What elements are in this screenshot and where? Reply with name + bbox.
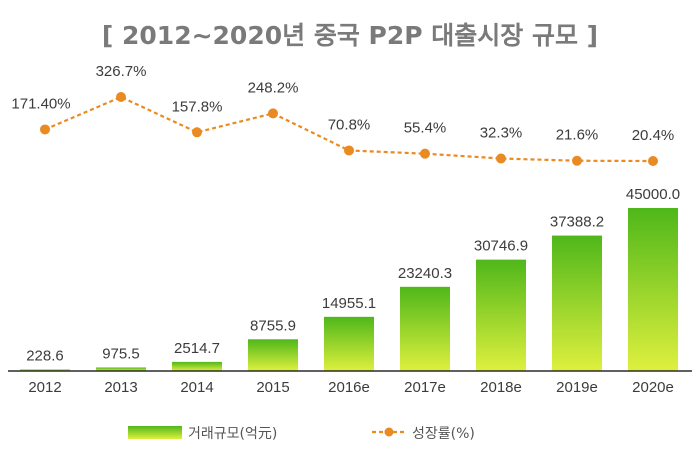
x-tick-2014: 2014 (180, 379, 213, 396)
bar-label-2015: 8755.9 (250, 317, 296, 334)
x-tick-2013: 2013 (104, 379, 137, 396)
bar-label-2017e: 23240.3 (398, 265, 452, 282)
growth-point-2019e (572, 155, 582, 166)
growth-label-2015: 248.2% (248, 79, 299, 96)
growth-point-2015 (268, 108, 278, 119)
x-tick-2016e: 2016e (328, 379, 370, 396)
growth-point-2016e (344, 145, 354, 156)
bar-2018e (476, 259, 526, 371)
chart-title: [ 2012~2020년 중국 P2P 대출시장 규모 ] (102, 21, 598, 50)
x-tick-2012: 2012 (28, 379, 61, 396)
bar-label-2019e: 37388.2 (550, 214, 604, 231)
growth-label-2017e: 55.4% (404, 120, 447, 137)
growth-point-2014 (192, 127, 202, 138)
growth-label-2016e: 70.8% (328, 116, 371, 133)
x-tick-2015: 2015 (256, 379, 289, 396)
bar-2020e (628, 208, 678, 371)
legend: 거래규모(억元) 성장률(%) (128, 426, 475, 442)
bar-2013 (96, 367, 146, 371)
growth-label-2018e: 32.3% (480, 125, 523, 142)
bar-2019e (552, 235, 602, 371)
bar-label-2013: 975.5 (102, 345, 140, 362)
growth-point-2017e (420, 148, 430, 159)
growth-point-2013 (116, 92, 126, 102)
bar-series: 228.6 975.5 2514.7 8755.9 14955.1 23240.3 3074… (20, 186, 680, 371)
growth-label-2019e: 21.6% (556, 127, 599, 144)
growth-label-2014: 157.8% (172, 98, 223, 115)
bar-label-2020e: 45000.0 (626, 186, 680, 203)
bar-label-2016e: 14955.1 (322, 295, 376, 312)
bar-2014 (172, 361, 222, 371)
line-series: 171.40% 326.7% 157.8% 248.2% 70.8% 55.4% 32.3%… (11, 63, 674, 166)
growth-point-2012 (40, 124, 50, 135)
bar-2017e (400, 286, 450, 371)
growth-label-2012: 171.40% (11, 95, 70, 112)
x-tick-2020e: 2020e (632, 379, 674, 396)
x-axis: 2012 2013 2014 2015 2016e 2017e 2018e 2019e 2020… (8, 370, 692, 396)
x-tick-2018e: 2018e (480, 379, 522, 396)
bar-label-2014: 2514.7 (174, 340, 220, 357)
bar-label-2012: 228.6 (26, 348, 64, 365)
growth-point-2018e (496, 153, 506, 164)
bar-label-2018e: 30746.9 (474, 238, 528, 255)
legend-line-marker (384, 427, 394, 437)
legend-bar-swatch (128, 426, 182, 439)
x-tick-2019e: 2019e (556, 379, 598, 396)
legend-bar-label: 거래규모(억元) (188, 426, 277, 442)
legend-line-label: 성장률(%) (412, 426, 475, 442)
growth-label-2020e: 20.4% (632, 127, 675, 144)
x-tick-2017e: 2017e (404, 379, 446, 396)
bar-2015 (248, 339, 298, 371)
growth-point-2020e (648, 156, 658, 166)
growth-label-2013: 326.7% (96, 63, 147, 80)
bar-2016e (324, 316, 374, 371)
